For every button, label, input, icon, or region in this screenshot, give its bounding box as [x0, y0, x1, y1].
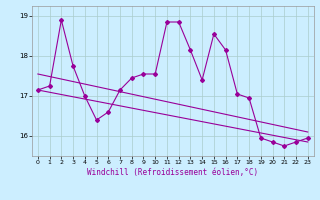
X-axis label: Windchill (Refroidissement éolien,°C): Windchill (Refroidissement éolien,°C) [87, 168, 258, 177]
